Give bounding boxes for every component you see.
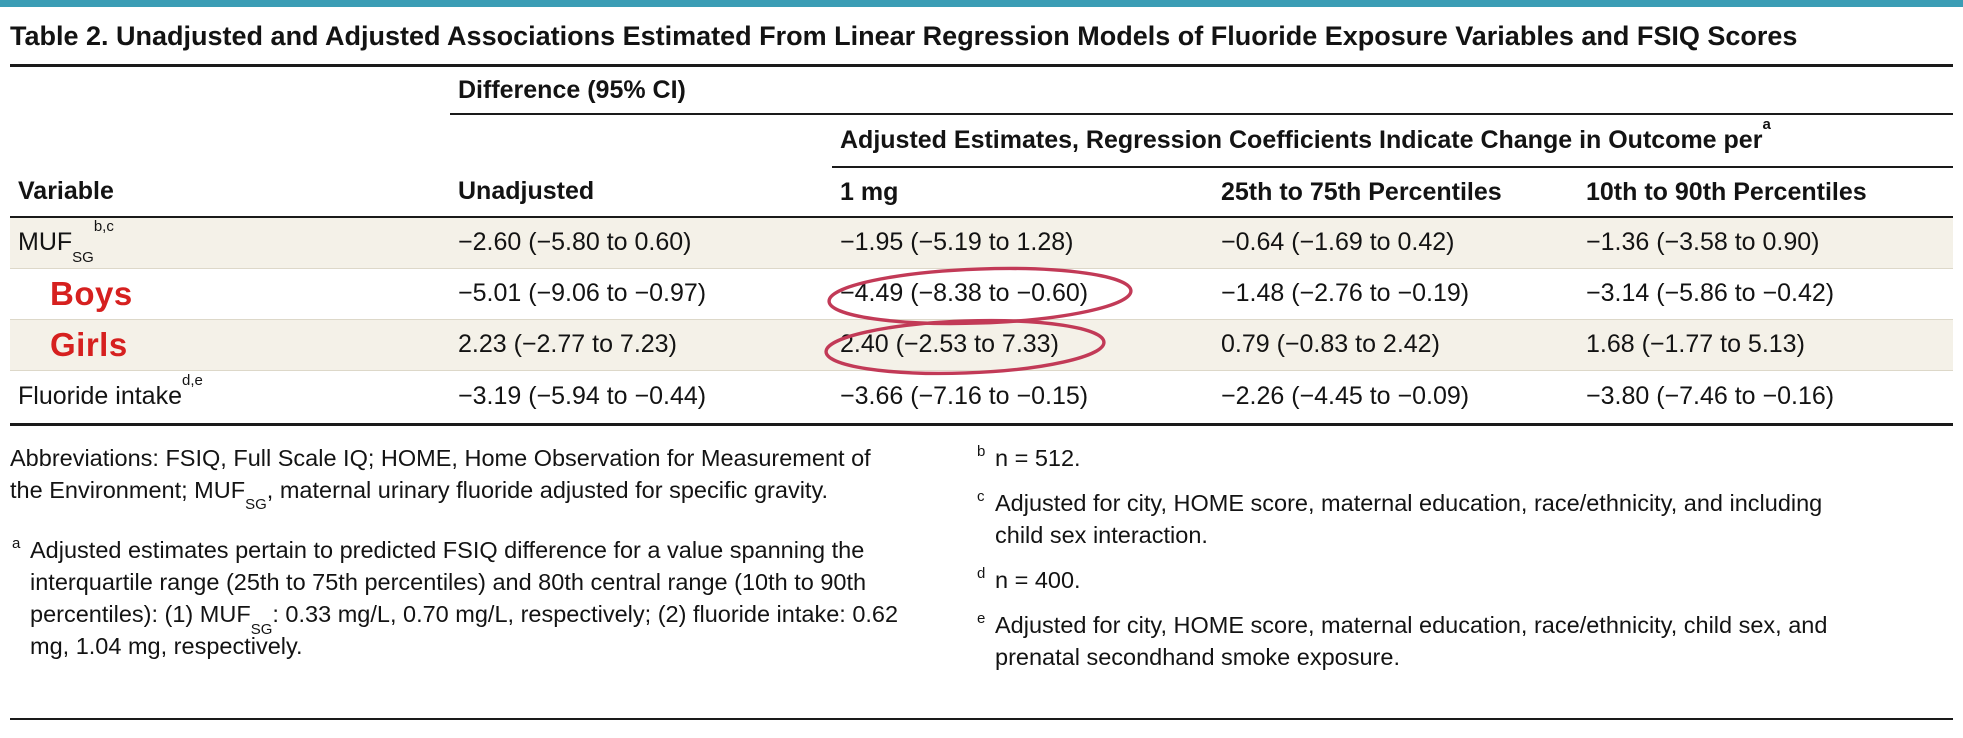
adjusted-estimates-header: Adjusted Estimates, Regression Coefficie… [832,114,1954,168]
footnote-c-marker: c [977,487,985,505]
footnotes-section: Abbreviations: FSIQ, Full Scale IQ; HOME… [10,442,1953,687]
footnotes-right-column: b n = 512. c Adjusted for city, HOME score… [975,442,1875,687]
column-header-row: Variable Unadjusted 1 mg 25th to 75th Pe… [10,167,1954,218]
spacer-cell [450,114,832,167]
adjusted-estimates-footnote-marker: a [1762,115,1771,133]
adjusted-header-row: Adjusted Estimates, Regression Coefficie… [10,114,1954,168]
footnote-d-text: n = 400. [995,567,1081,594]
table-row-fluoride-intake: Fluoride intaked,e −3.19 (−5.94 to −0.44… [10,370,1954,426]
bottom-rule-divider [10,718,1953,720]
footnotes-left-column: Abbreviations: FSIQ, Full Scale IQ; HOME… [10,442,900,687]
abbreviations-text: Abbreviations: FSIQ, Full Scale IQ; HOME… [10,444,871,503]
table-row-boys: Boys −5.01 (−9.06 to −0.97) −4.49 (−8.38… [10,268,1954,320]
table-row-girls: Girls 2.23 (−2.77 to 7.23) 2.40 (−2.53 t… [10,319,1954,371]
cell-25-75: 0.79 (−0.83 to 2.42) [1213,319,1578,371]
row-label-boys-annotation: Boys [10,268,450,320]
column-header-25-75: 25th to 75th Percentiles [1213,167,1578,218]
column-header-unadjusted: Unadjusted [450,167,832,218]
cell-unadjusted: −3.19 (−5.94 to −0.44) [450,370,832,426]
column-header-10-90: 10th to 90th Percentiles [1578,167,1954,218]
footnote-e-text: Adjusted for city, HOME score, maternal … [995,612,1828,671]
table-title-block: Table 2. Unadjusted and Adjusted Associa… [10,7,1953,67]
abbreviations-text-after: , maternal urinary fluoride adjusted for… [266,476,828,503]
footnote-a-subscript: SG [250,620,273,638]
footnote-marker: b,c [93,217,114,235]
cell-1mg: −3.66 (−7.16 to −0.15) [832,370,1213,426]
cell-25-75: −2.26 (−4.45 to −0.09) [1213,370,1578,426]
spacer-cell [10,67,450,114]
footnote-a-text-after: : 0.33 mg/L, 0.70 mg/L, respectively; (2… [30,601,899,660]
spacer-cell [10,114,450,167]
footnote-b: b n = 512. [975,442,1875,474]
column-header-1mg: 1 mg [832,167,1213,218]
cell-10-90: −3.14 (−5.86 to −0.42) [1578,268,1954,320]
cell-1mg: −1.95 (−5.19 to 1.28) [832,217,1213,269]
cell-variable: MUFSG b,c [10,217,450,269]
cell-unadjusted: −2.60 (−5.80 to 0.60) [450,217,832,269]
footnote-a-text: Adjusted estimates pertain to predicted … [30,536,867,628]
variable-name: MUF [18,228,73,257]
footnote-e: e Adjusted for city, HOME score, maternal… [975,609,1875,673]
top-accent-bar [0,0,1963,7]
footnote-b-text: n = 512. [995,444,1081,471]
variable-name: Fluoride intake [18,382,182,410]
footnote-abbreviations: Abbreviations: FSIQ, Full Scale IQ; HOME… [10,442,900,513]
footnote-b-marker: b [977,442,986,460]
cell-25-75: −1.48 (−2.76 to −0.19) [1213,268,1578,320]
cell-unadjusted: −5.01 (−9.06 to −0.97) [450,268,832,320]
cell-1mg-circled: −4.49 (−8.38 to −0.60) [832,268,1213,320]
difference-group-header: Difference (95% CI) [450,67,1954,115]
footnote-e-marker: e [977,610,986,628]
footnote-a: a Adjusted estimates pertain to predicted… [10,534,900,663]
cell-variable: Fluoride intaked,e [10,370,450,426]
footnote-c-text: Adjusted for city, HOME score, maternal … [995,489,1823,548]
table-row-mufsg: MUFSG b,c −2.60 (−5.80 to 0.60) −1.95 (−5… [10,217,1954,269]
table-title: Table 2. Unadjusted and Adjusted Associa… [10,21,1798,51]
group-header-row: Difference (95% CI) [10,67,1954,115]
cell-10-90: 1.68 (−1.77 to 5.13) [1578,319,1954,371]
cell-1mg-circled: 2.40 (−2.53 to 7.33) [832,319,1213,371]
column-header-variable: Variable [10,167,450,218]
abbreviations-subscript: SG [245,496,267,514]
footnote-d: d n = 400. [975,564,1875,596]
adjusted-estimates-text: Adjusted Estimates, Regression Coefficie… [840,126,1763,154]
footnote-a-marker: a [12,534,21,552]
cell-10-90: −1.36 (−3.58 to 0.90) [1578,217,1954,269]
row-label-girls-annotation: Girls [10,319,450,371]
footnote-d-marker: d [977,565,986,583]
footnote-marker: d,e [181,371,203,389]
cell-10-90: −3.80 (−7.46 to −0.16) [1578,370,1954,426]
cell-unadjusted: 2.23 (−2.77 to 7.23) [450,319,832,371]
variable-subscript: SG [72,249,94,267]
cell-25-75: −0.64 (−1.69 to 0.42) [1213,217,1578,269]
footnote-c: c Adjusted for city, HOME score, maternal… [975,487,1875,551]
results-table: Difference (95% CI) Adjusted Estimates, … [10,67,1954,426]
